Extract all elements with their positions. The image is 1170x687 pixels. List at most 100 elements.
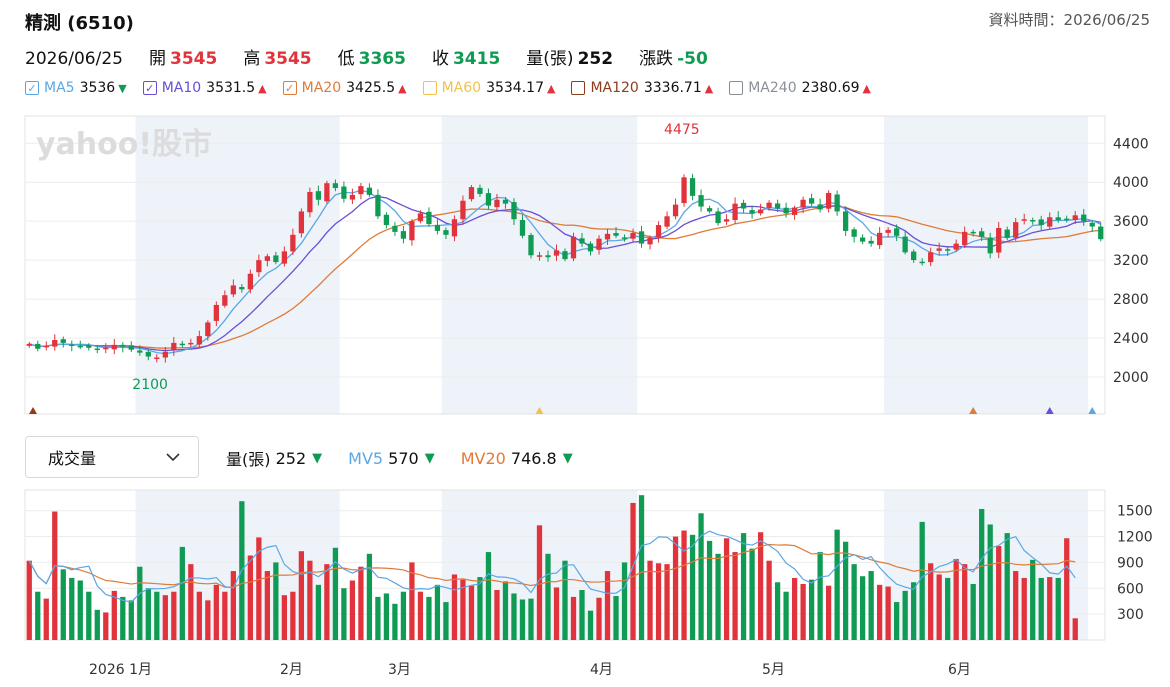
candle-body [723, 219, 730, 222]
candle-body [60, 339, 66, 343]
ma-toggle-ma60[interactable]: MA60 3534.17 ▲ [422, 80, 555, 96]
checkbox-icon[interactable]: ✓ [25, 81, 39, 95]
trend-down-icon: ▼ [118, 81, 127, 95]
indicator-select[interactable]: 成交量 [25, 436, 199, 478]
volume-bar [205, 600, 211, 640]
candle-body [919, 261, 925, 264]
x-axis-label: 2月 [280, 662, 303, 678]
candle-body [630, 232, 636, 239]
candle-body [417, 213, 424, 222]
candle-body [860, 237, 866, 242]
checkbox-icon[interactable] [422, 81, 437, 95]
volume-bar [392, 603, 398, 640]
volume-bar [341, 588, 347, 640]
candle-body [902, 236, 908, 253]
volume-bar [842, 541, 849, 640]
checkbox-icon[interactable]: ✓ [282, 81, 297, 95]
volume-bar [35, 591, 41, 640]
low-value: 3365 [358, 49, 406, 69]
volume-bar [860, 576, 866, 640]
ma-toggle-ma5[interactable]: ✓ MA5 3536 ▼ [25, 80, 127, 96]
candle-body [732, 203, 738, 221]
volume-bar [689, 534, 696, 640]
candle-body [443, 230, 449, 235]
volume-bar [1047, 577, 1053, 640]
volume-bar [894, 602, 900, 640]
volume-bar [69, 577, 75, 640]
candle-body [460, 200, 466, 220]
volume-bar [562, 560, 568, 640]
month-band [883, 116, 1088, 414]
candle-body [247, 273, 253, 290]
ma-toggle-ma10[interactable]: ✓ MA10 3531.5 ▲ [142, 80, 267, 96]
volume-bar [528, 598, 534, 640]
high-annotation: 4475 [664, 122, 700, 138]
volume-bar [664, 564, 670, 640]
candle-body [936, 248, 942, 251]
candle-body [766, 202, 772, 208]
signal-marker-icon [969, 407, 978, 414]
volume-bar [409, 562, 415, 640]
candle-body [945, 249, 951, 251]
candle-body [171, 342, 177, 351]
candle-body [1089, 222, 1095, 227]
volume-bar [307, 560, 313, 640]
candle-body [35, 343, 41, 349]
candle-body [1098, 226, 1104, 240]
ma-toggle-ma120[interactable]: MA120 3336.71 ▲ [571, 80, 713, 96]
candle-body [290, 234, 296, 252]
checkbox-icon[interactable]: ✓ [142, 81, 157, 95]
candle-body [911, 251, 917, 261]
volume-bar [996, 546, 1002, 640]
volume-bar [358, 566, 364, 640]
volume-bar [222, 591, 228, 640]
volume-chart: 300 600 900 1200 1500 2026 1月 2月 3月 4月 5月 6月 [24, 489, 1153, 678]
mv20-line [28, 543, 1076, 588]
volume-bar [723, 538, 730, 640]
month-band [135, 116, 340, 414]
ma-value: 3336.71 [643, 80, 702, 96]
checkbox-icon[interactable] [571, 81, 586, 95]
volume-bar [536, 525, 543, 640]
month-band [135, 490, 340, 640]
candle-body [672, 204, 679, 217]
candle-body [358, 186, 364, 195]
ma-toggle-ma20[interactable]: ✓ MA20 3425.5 ▲ [282, 80, 407, 96]
candle-body [1021, 219, 1027, 221]
volume-bar [877, 584, 883, 640]
candle-body [188, 342, 194, 345]
mv20-down-icon: ▼ [562, 450, 573, 466]
price-tick-label: 4400 [1113, 136, 1149, 152]
ma-toggle-ma240[interactable]: MA240 2380.69 ▲ [729, 80, 871, 96]
volume-bar [137, 566, 143, 640]
candle-body [400, 231, 407, 239]
volume-bar [451, 574, 458, 640]
vol-label: 量(張) [226, 450, 271, 469]
volume-bar [706, 540, 713, 640]
volume-bar [1072, 618, 1078, 640]
volume-legend: 量(張) 252 ▼ MV5 570 ▼ MV20 746.8 ▼ [226, 446, 599, 470]
candle-body [834, 194, 840, 212]
price-tick-label: 3200 [1113, 253, 1149, 269]
checkbox-icon[interactable] [729, 81, 744, 95]
mv5-label: MV5 [348, 448, 384, 468]
candle-body [426, 211, 432, 225]
volume-bar [851, 564, 857, 640]
volume-bar [332, 547, 339, 640]
ma-value: 3425.5 [346, 80, 396, 96]
price-tick-label: 3600 [1113, 214, 1149, 230]
candle-body [638, 231, 645, 244]
change-label: 漲跌 [639, 49, 674, 69]
volume-bar [647, 560, 653, 640]
volume-bar [256, 537, 262, 640]
candle-body [987, 237, 993, 254]
candle-body [1030, 220, 1036, 222]
volume-bar [774, 582, 781, 640]
volume-bar [1013, 571, 1019, 640]
volume-bar [281, 595, 288, 640]
candle-body [970, 231, 976, 234]
candle-body [536, 255, 543, 257]
candle-body [1072, 215, 1078, 221]
volume-bar [783, 591, 789, 640]
candle-body [222, 295, 228, 306]
